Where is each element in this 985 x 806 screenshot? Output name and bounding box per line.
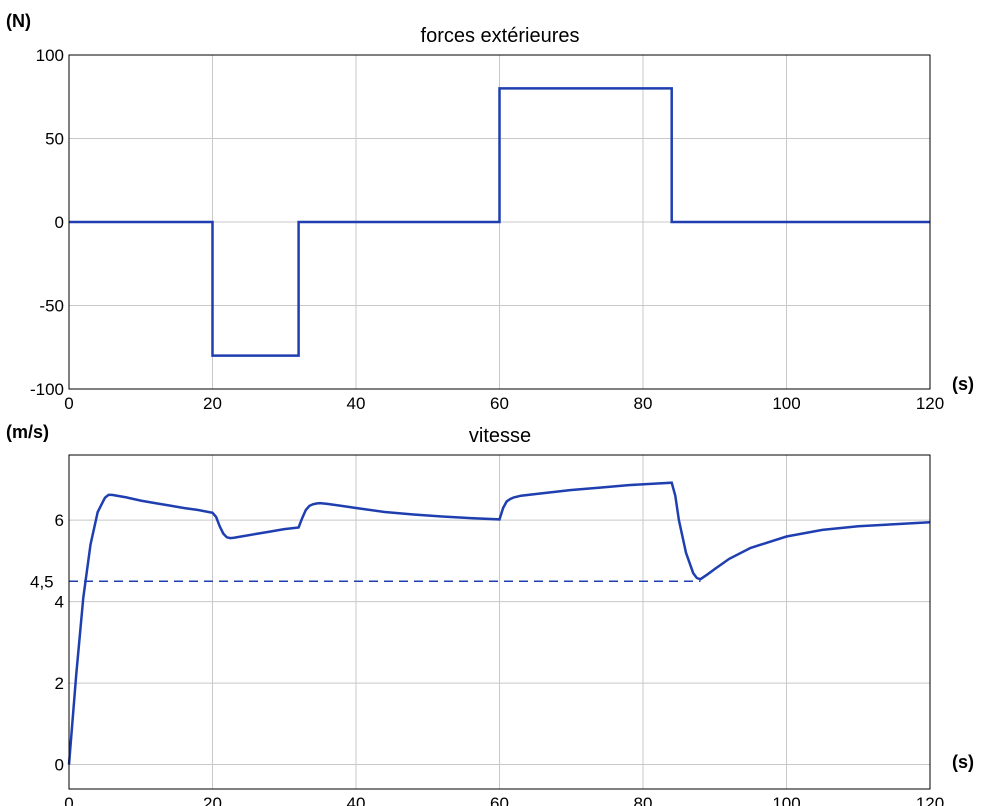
x-unit-vitesse: (s) xyxy=(952,752,974,772)
y-unit-vitesse: (m/s) xyxy=(6,422,49,442)
x-tick-label: 0 xyxy=(64,794,73,806)
x-tick-label: 20 xyxy=(203,794,222,806)
y-tick-label: 100 xyxy=(36,46,64,65)
y-tick-label: 0 xyxy=(55,213,64,232)
x-tick-label: 100 xyxy=(772,794,800,806)
axes-box-forces xyxy=(68,54,931,390)
y-tick-label: 6 xyxy=(55,511,64,530)
x-tick-label: 80 xyxy=(634,394,653,413)
x-tick-label: 20 xyxy=(203,394,222,413)
x-tick-label: 40 xyxy=(347,794,366,806)
y-unit-forces: (N) xyxy=(6,11,31,31)
series-line-vitesse xyxy=(67,481,931,765)
y-tick-label: 2 xyxy=(55,674,64,693)
x-tick-label: 0 xyxy=(64,394,73,413)
ticks-vitesse: 0 20 40 60 80 100 120 0 2 4 6 xyxy=(55,511,945,806)
ticks-forces: 0 20 40 60 80 100 120 -100 -50 0 50 100 xyxy=(30,46,944,413)
x-tick-label: 120 xyxy=(916,794,944,806)
x-tick-label: 120 xyxy=(916,394,944,413)
y-tick-label: -100 xyxy=(30,380,64,399)
chart-vitesse: 0 20 40 60 80 100 120 0 2 4 6 4,5 vitesse (m/s) (s… xyxy=(6,422,974,806)
x-tick-label: 60 xyxy=(490,394,509,413)
axes-box-vitesse xyxy=(68,454,931,790)
y-tick-label: 4 xyxy=(55,593,64,612)
x-tick-label: 60 xyxy=(490,794,509,806)
series-line-forces xyxy=(69,87,930,357)
x-unit-forces: (s) xyxy=(952,374,974,394)
x-tick-label: 40 xyxy=(347,394,366,413)
y-tick-label: 0 xyxy=(55,756,64,775)
y-tick-label: 50 xyxy=(45,130,64,149)
chart-title-vitesse: vitesse xyxy=(469,425,531,447)
x-tick-label: 80 xyxy=(634,794,653,806)
chart-forces: 0 20 40 60 80 100 120 -100 -50 0 50 100 forces exté… xyxy=(6,11,974,413)
chart-title-forces: forces extérieures xyxy=(421,25,580,47)
y-tick-label: -50 xyxy=(39,297,64,316)
x-tick-label: 100 xyxy=(772,394,800,413)
threshold-label: 4,5 xyxy=(30,572,54,591)
